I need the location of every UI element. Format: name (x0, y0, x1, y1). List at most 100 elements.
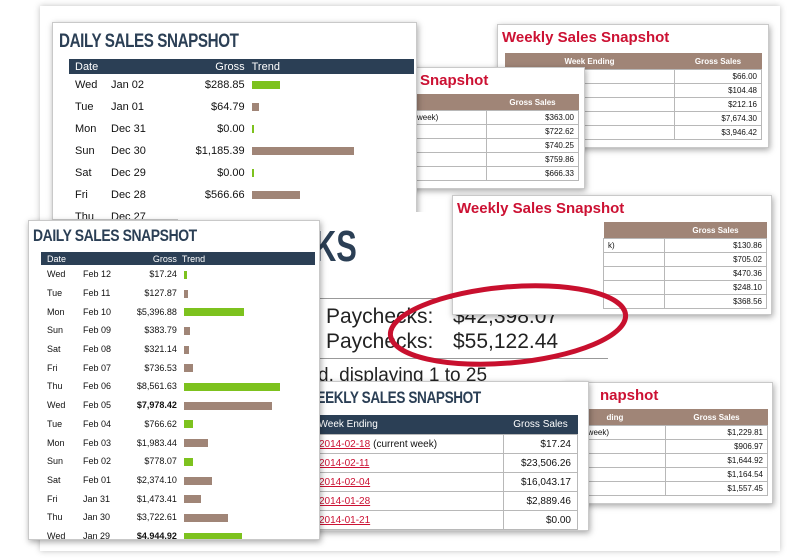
trend-bar (183, 308, 244, 317)
gross-cell: $0.00 (217, 123, 245, 135)
table-row: Sun Feb 09 $383.79 (41, 321, 315, 340)
gross-cell: $1,229.81 (665, 425, 768, 440)
table-row: Mon Feb 10 $5,396.88 (41, 302, 315, 321)
date-cell: Jan 01 (111, 101, 145, 113)
trend-cell (178, 508, 315, 527)
gross-cell: $368.56 (664, 294, 767, 309)
gross-cell: $470.36 (664, 266, 767, 281)
table-row: -09$1,644.92 (564, 453, 768, 468)
gross-cell: $23,506.26 (503, 453, 578, 473)
gross-cell: $759.86 (486, 152, 579, 167)
table-row: $248.10 (603, 280, 767, 295)
table-row: $470.36 (603, 266, 767, 281)
gross-cell: $0.00 (503, 510, 578, 530)
gross-cell: $736.53 (144, 362, 177, 373)
weekly-snapshot-card-bottom: WEEKLY SALES SNAPSHOT Week Ending Gross … (299, 381, 589, 531)
week-cell (603, 280, 665, 295)
trend-cell (178, 452, 315, 471)
date-cell: Feb 09 (83, 325, 112, 336)
day-cell: Wed (47, 400, 66, 411)
trend-bar (183, 270, 187, 279)
gross-cell: $66.00 (674, 69, 762, 84)
table-row: Fri Feb 07 $736.53 (41, 358, 315, 377)
table-row: Tue Jan 01 $64.79 (69, 96, 414, 118)
table-row: Thu Feb 06 $8,561.63 (41, 377, 315, 396)
gross-cell: $8,561.63 (136, 381, 177, 392)
col-gross: Gross (121, 252, 178, 265)
day-cell: Wed (47, 269, 66, 280)
paychecks-label-2: Paychecks: (326, 330, 434, 353)
col-trend: Trend (177, 252, 315, 265)
weekly-table: ding Gross Sales rrent week)$1,229.81-16… (564, 409, 768, 496)
col-gross-sales: Gross Sales (665, 409, 768, 426)
daily-table: Date Gross Trend Wed Feb 12 $17.24 Tue Feb 1… (41, 252, 315, 539)
gross-cell: $722.62 (486, 124, 579, 139)
gross-cell: $1,164.54 (665, 467, 768, 482)
gross-cell: $130.86 (664, 238, 767, 253)
col-gross-sales: Gross Sales (503, 415, 578, 435)
date-cell: Feb 10 (83, 306, 112, 317)
date-cell: Dec 29 (111, 167, 146, 179)
date-cell: Feb 01 (83, 474, 112, 485)
gross-cell: $16,043.17 (503, 472, 578, 492)
gross-cell: $212.16 (674, 97, 762, 112)
gross-cell: $321.14 (144, 344, 177, 355)
daily-table: Date Gross Trend Wed Jan 02 $288.85 Tue Jan … (69, 59, 414, 220)
day-cell: Fri (47, 362, 58, 373)
gross-cell: $3,946.42 (674, 125, 762, 140)
col-week-ending: ding (564, 409, 666, 426)
table-row: 2014-02-04 $16,043.17 (312, 472, 578, 492)
date-cell: Dec 28 (111, 189, 146, 201)
table-row: -16$906.97 (564, 439, 768, 454)
gross-cell: $740.25 (486, 138, 579, 153)
week-cell (603, 266, 665, 281)
table-row: Mon Dec 31 $0.00 (69, 118, 414, 140)
gross-cell: $7,978.42 (136, 400, 177, 411)
table-row: Wed Feb 12 $17.24 (41, 265, 315, 284)
trend-cell (178, 321, 315, 340)
card-title: DAILY SALES SNAPSHOT (59, 31, 239, 52)
trend-cell (178, 471, 315, 490)
paychecks-label-1: Paychecks: (326, 305, 434, 328)
table-row: Tue Feb 11 $127.87 (41, 284, 315, 303)
trend-cell (246, 74, 414, 96)
weekly-snapshot-card-middle: Snapshot Gross Sales rent week)$363.004$… (395, 67, 585, 189)
day-cell: Sun (47, 456, 64, 467)
current-week-note: (current week) (373, 438, 438, 450)
col-gross-sales: Gross Sales (486, 94, 579, 111)
weekly-snapshot-card-bottom-right: napshot ding Gross Sales rrent week) $1,2… (563, 382, 773, 504)
week-link[interactable]: 2014-02-04 (319, 476, 371, 488)
card-title: napshot (600, 387, 659, 404)
gross-cell: $2,889.46 (503, 491, 578, 511)
trend-bar (183, 457, 193, 466)
table-row: Thu Jan 30 $3,722.61 (41, 508, 315, 527)
card-title: Weekly Sales Snapshot (502, 29, 670, 46)
col-trend: Trend (245, 59, 414, 74)
trend-cell (178, 489, 315, 508)
date-cell: Jan 31 (83, 493, 111, 504)
date-cell: Feb 03 (83, 437, 112, 448)
trend-cell (178, 396, 315, 415)
table-row: -26$1,557.45 (564, 481, 768, 496)
table-row: Sat Feb 01 $2,374.10 (41, 471, 315, 490)
date-cell: Jan 30 (83, 512, 111, 523)
week-cell: 2014-02-18 (current week) (312, 434, 504, 454)
table-row: 7$740.25 (396, 138, 579, 153)
table-row: rrent week) $1,229.81 (564, 425, 768, 440)
gross-cell: $127.87 (144, 288, 177, 299)
week-link[interactable]: 2014-02-18 (319, 438, 371, 450)
weekly-table: Gross Sales k) $130.86 $705.02 $470.36 $248.… (603, 222, 767, 309)
daily-snapshot-card-bottom: DAILY SALES SNAPSHOT Date Gross Trend We… (28, 220, 320, 540)
gross-cell: $3,722.61 (136, 512, 177, 523)
week-link[interactable]: 2014-01-21 (319, 514, 371, 526)
trend-bar (183, 439, 208, 448)
table-row: 2014-02-18 (current week) $17.24 (312, 434, 578, 454)
gross-cell: $288.85 (204, 79, 245, 91)
gross-cell: $1,473.41 (136, 493, 177, 504)
date-cell: Dec 30 (111, 145, 146, 157)
gross-cell: $383.79 (144, 325, 177, 336)
date-cell: Dec 27 (111, 211, 146, 220)
week-link[interactable]: 2014-02-11 (319, 457, 370, 469)
week-link[interactable]: 2014-01-28 (319, 495, 371, 507)
gross-cell: $778.07 (144, 456, 177, 467)
